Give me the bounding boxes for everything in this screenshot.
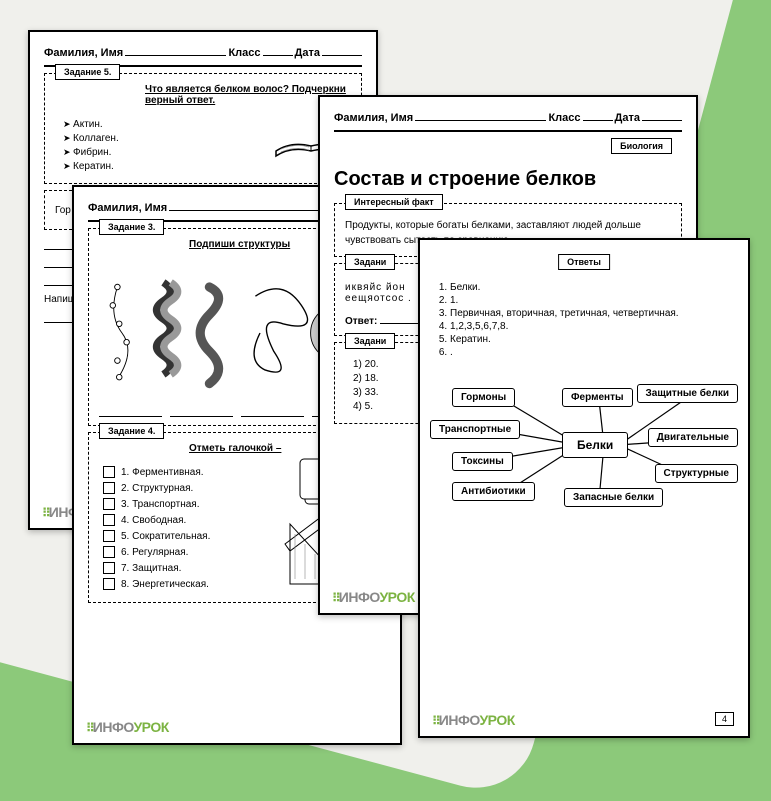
task4-tab: Задание 4. [99,423,164,439]
fact-tab: Интересный факт [345,194,443,210]
option: Фибрин. [63,147,271,158]
task4-title: Отметь галочкой – [189,443,281,454]
node-ferments: Ферменты [562,388,633,407]
node-structural: Структурные [655,464,739,483]
name-label: Фамилия, Имя [44,47,123,59]
answers-list: Белки. 1. Первичная, вторичная, третична… [450,282,734,358]
answer-item: Первичная, вторичная, третичная, четверт… [450,308,734,319]
task3-title: Подпиши структуры [189,239,290,250]
worksheet-page-4: Ответы Белки. 1. Первичная, вторичная, т… [418,238,750,738]
answer-item: Кератин. [450,334,734,345]
page-number: 4 [715,712,734,726]
checkbox[interactable] [103,498,115,510]
checkbox[interactable] [103,562,115,574]
logo: ⠿ИНФОУРОК [432,712,515,728]
header-row: Фамилия, Имя Класс Дата [44,44,362,59]
option: Кератин. [63,161,271,172]
task5-options: Актин. Коллаген. Фибрин. Кератин. [63,116,271,175]
subject-tab: Биология [611,138,672,154]
answers-tab: Ответы [558,254,610,270]
answer-item: 1. [450,295,734,306]
node-protective: Защитные белки [637,384,738,403]
task4-options: 1. Ферментивная. 2. Структурная. 3. Тран… [103,462,275,594]
answer-item: . [450,347,734,358]
option: Актин. [63,119,271,130]
node-storage: Запасные белки [564,488,663,507]
date-label: Дата [295,47,320,59]
checkbox[interactable] [103,530,115,542]
node-antibiotics: Антибиотики [452,482,535,501]
class-label: Класс [548,112,580,124]
concept-diagram: Белки Гормоны Транспортные Токсины Антиб… [434,370,734,530]
logo: ⠿ИНФОУРОК [332,589,415,605]
option: Коллаген. [63,133,271,144]
node-hormones: Гормоны [452,388,515,407]
checkbox[interactable] [103,466,115,478]
task5-box: Задание 5. Что является белком волос? По… [44,73,362,184]
checkbox[interactable] [103,482,115,494]
logo: ⠿ИНФОУРОК [86,719,169,735]
date-label: Дата [615,112,640,124]
answer-item: 1,2,3,5,6,7,8. [450,321,734,332]
node-toxins: Токсины [452,452,513,471]
answer-label: Ответ: [345,316,377,327]
checkbox[interactable] [103,578,115,590]
task5-tab: Задание 5. [55,64,120,80]
name-label: Фамилия, Имя [334,112,413,124]
task-tab: Задани [345,333,395,349]
answer-item: Белки. [450,282,734,293]
header-row: Фамилия, Имя Класс Дата [334,109,682,124]
checkbox[interactable] [103,514,115,526]
node-center: Белки [562,432,628,458]
node-motor: Двигательные [648,428,738,447]
page-title: Состав и строение белков [334,168,682,191]
node-transport: Транспортные [430,420,520,439]
class-label: Класс [228,47,260,59]
task-tab: Задани [345,254,395,270]
checkbox[interactable] [103,546,115,558]
name-label: Фамилия, Имя [88,202,167,214]
task3-tab: Задание 3. [99,219,164,235]
